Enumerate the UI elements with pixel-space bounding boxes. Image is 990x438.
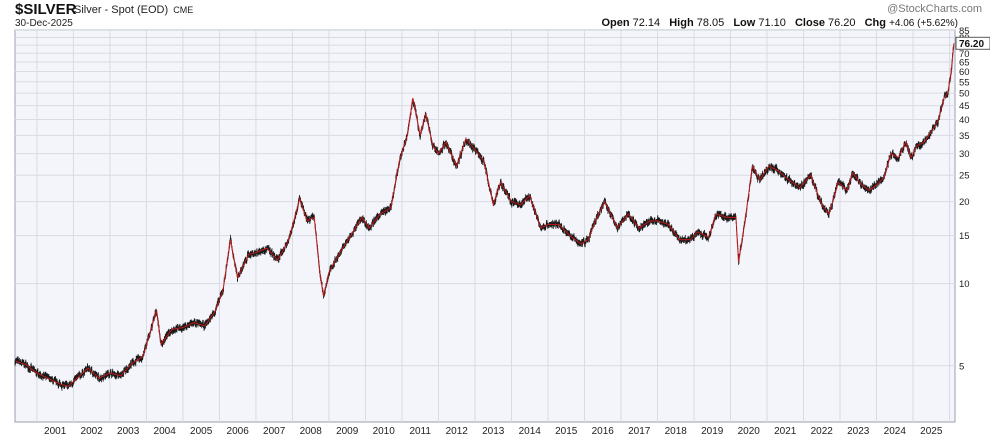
x-tick-label: 2003 [117, 426, 140, 437]
y-tick-label: 15 [959, 231, 970, 242]
x-tick-label: 2016 [592, 426, 615, 437]
x-tick-label: 2020 [738, 426, 761, 437]
y-tick-label: 55 [959, 77, 970, 88]
open-value: 72.14 [632, 17, 661, 29]
x-tick-label: 2012 [446, 426, 469, 437]
x-tick-label: 2007 [263, 426, 286, 437]
x-tick-label: 2015 [555, 426, 578, 437]
y-tick-label: 30 [959, 149, 970, 160]
x-tick-label: 2005 [190, 426, 213, 437]
open-label: Open [601, 17, 630, 29]
plot-area [14, 29, 956, 423]
x-tick-label: 2013 [482, 426, 505, 437]
x-tick-label: 2006 [227, 426, 250, 437]
high-value: 78.05 [696, 17, 725, 29]
high-label: High [669, 17, 694, 29]
x-tick-label: 2014 [519, 426, 542, 437]
x-axis: 2001 2002 2003 2004 2005 2006 2007 2008 2009 2010… [44, 426, 943, 437]
close-label: Close [794, 17, 825, 29]
x-tick-label: 2010 [373, 426, 396, 437]
x-tick-label: 2018 [665, 426, 688, 437]
watermark: @StockCharts.com [887, 3, 982, 15]
x-tick-label: 2023 [847, 426, 870, 437]
last-price-marker: 76.20 [955, 36, 990, 50]
close-value: 76.20 [828, 17, 856, 29]
x-tick-label: 2019 [701, 426, 724, 437]
low-value: 71.10 [758, 17, 786, 29]
x-tick-label: 2021 [774, 426, 797, 437]
chart-date: 30-Dec-2025 [15, 18, 73, 29]
x-tick-label: 2001 [44, 426, 67, 437]
y-tick-label: 5 [959, 361, 964, 372]
y-tick-label: 70 [959, 49, 970, 60]
chg-label: Chg [864, 17, 886, 29]
price-series [14, 43, 955, 391]
grid-lines [15, 29, 955, 422]
symbol-description: Silver - Spot (EOD) CME [74, 4, 193, 16]
y-tick-label: 35 [959, 131, 970, 142]
chg-value: +4.06 (+5.62%) [889, 18, 958, 29]
last-price-label: 76.20 [959, 39, 984, 50]
low-label: Low [733, 17, 756, 29]
y-axis: 510152025303540455055606570758085 [959, 26, 970, 372]
y-tick-label: 25 [959, 171, 970, 182]
y-tick-label: 10 [959, 279, 970, 290]
x-tick-label: 2022 [811, 426, 834, 437]
x-tick-label: 2025 [920, 426, 943, 437]
exchange-label: CME [173, 5, 194, 15]
y-tick-label: 50 [959, 89, 970, 100]
last-price-box [955, 36, 990, 50]
chart-header: $SILVER Silver - Spot (EOD) CME 30-Dec-2… [0, 0, 990, 30]
x-tick-label: 2024 [884, 426, 907, 437]
ohlc-readout: Open 72.14 High 78.05 Low 71.10 Close 76… [601, 17, 964, 29]
y-tick-label: 65 [959, 58, 970, 69]
symbol: $SILVER [15, 1, 77, 18]
x-tick-label: 2011 [409, 426, 431, 437]
description-text: Silver - Spot (EOD) [74, 4, 169, 16]
x-tick-label: 2017 [628, 426, 651, 437]
x-tick-label: 2004 [154, 426, 177, 437]
price-line [15, 43, 955, 388]
x-tick-label: 2008 [300, 426, 323, 437]
y-tick-label: 60 [959, 67, 970, 78]
x-tick-label: 2009 [336, 426, 359, 437]
y-tick-label: 45 [959, 101, 970, 112]
y-tick-label: 20 [959, 197, 970, 208]
x-tick-label: 2002 [81, 426, 104, 437]
y-tick-label: 40 [959, 115, 970, 126]
y-tick-label: 85 [959, 26, 970, 37]
